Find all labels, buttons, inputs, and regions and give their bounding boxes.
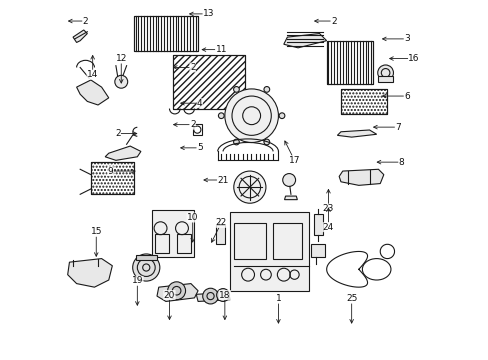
Polygon shape [284, 196, 297, 200]
Bar [313, 214, 323, 235]
Polygon shape [157, 284, 198, 301]
Polygon shape [73, 30, 87, 42]
Text: 1: 1 [275, 294, 281, 323]
Bar [173, 55, 244, 109]
Text: 6: 6 [382, 91, 409, 100]
Bar [340, 89, 386, 114]
Text: 4: 4 [181, 99, 202, 108]
Text: 21: 21 [203, 176, 228, 185]
Polygon shape [337, 130, 376, 137]
Polygon shape [135, 255, 157, 260]
Bar [134, 16, 198, 51]
Bar [326, 41, 372, 84]
Polygon shape [105, 146, 141, 160]
Text: 22: 22 [211, 219, 226, 242]
Text: 18: 18 [219, 291, 230, 319]
Text: 10: 10 [186, 213, 198, 242]
Text: 5: 5 [181, 143, 203, 152]
Polygon shape [339, 169, 383, 185]
Text: 2: 2 [173, 120, 195, 129]
Circle shape [115, 75, 127, 88]
Circle shape [218, 113, 224, 118]
Polygon shape [77, 80, 108, 105]
Polygon shape [196, 293, 230, 301]
Bar [216, 225, 224, 244]
Text: 20: 20 [163, 291, 175, 319]
Bar [378, 76, 392, 82]
Circle shape [203, 288, 218, 304]
Circle shape [282, 174, 295, 186]
Text: 12: 12 [115, 54, 127, 83]
Bar [272, 223, 301, 258]
Circle shape [132, 254, 160, 281]
Bar [91, 162, 134, 194]
Text: 17: 17 [284, 141, 300, 165]
Circle shape [167, 282, 185, 300]
Text: 14: 14 [87, 55, 98, 79]
Circle shape [264, 86, 269, 92]
Text: 23: 23 [322, 189, 333, 213]
Bar [230, 212, 308, 291]
Bar [91, 162, 134, 194]
Text: 25: 25 [346, 294, 357, 323]
Polygon shape [283, 33, 326, 48]
Bar [233, 223, 265, 258]
Text: 11: 11 [202, 45, 226, 54]
Text: 15: 15 [90, 227, 102, 256]
Bar [310, 244, 324, 257]
Text: 8: 8 [376, 158, 404, 167]
Text: 2: 2 [115, 129, 137, 138]
Bar [340, 89, 386, 114]
Bar [176, 234, 190, 253]
Text: 7: 7 [373, 123, 400, 132]
Bar [326, 41, 372, 84]
Bar [134, 16, 198, 51]
Bar [151, 210, 194, 257]
Text: 24: 24 [322, 208, 333, 231]
Text: 9: 9 [107, 167, 135, 176]
Text: 2: 2 [314, 17, 336, 26]
Text: 13: 13 [189, 9, 214, 18]
Circle shape [279, 113, 285, 118]
Bar [155, 234, 169, 253]
Bar [173, 55, 244, 109]
Circle shape [216, 289, 229, 301]
Circle shape [224, 89, 278, 143]
Text: 2: 2 [173, 63, 195, 72]
Text: 19: 19 [131, 276, 143, 305]
Circle shape [233, 171, 265, 203]
Circle shape [377, 65, 393, 81]
Bar [192, 124, 201, 135]
Circle shape [264, 139, 269, 145]
Text: 16: 16 [389, 54, 419, 63]
Circle shape [233, 139, 239, 145]
Text: 2: 2 [68, 17, 88, 26]
Polygon shape [67, 258, 112, 287]
Text: 3: 3 [382, 35, 409, 44]
Circle shape [233, 86, 239, 92]
Circle shape [193, 126, 201, 133]
